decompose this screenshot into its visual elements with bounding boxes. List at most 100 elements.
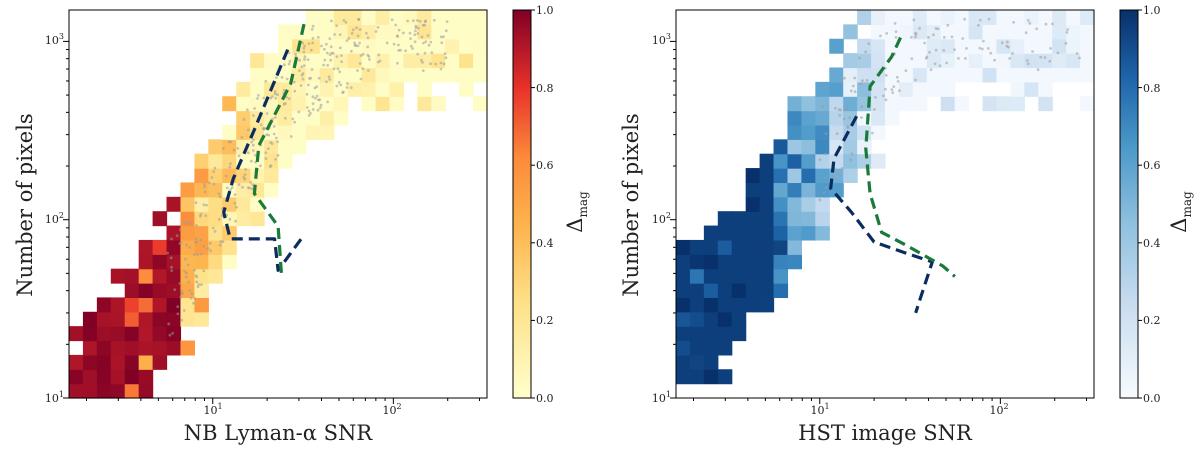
- scatter-point: [325, 80, 328, 84]
- heatmap-cell: [417, 38, 432, 54]
- scatter-point: [853, 76, 857, 80]
- scatter-point: [265, 112, 269, 115]
- scatter-point: [300, 65, 304, 69]
- scatter-point: [217, 217, 221, 221]
- heatmap-cell: [954, 38, 970, 54]
- scatter-point: [864, 50, 868, 54]
- heatmap-cell: [445, 53, 460, 69]
- scatter-point: [266, 147, 270, 151]
- scatter-point: [293, 89, 297, 93]
- scatter-point: [439, 61, 443, 65]
- heatmap-cell: [745, 239, 761, 255]
- heatmap-cell: [152, 268, 168, 284]
- heatmap-cell: [759, 196, 775, 212]
- scatter-point: [359, 54, 363, 57]
- scatter-point: [357, 17, 361, 21]
- scatter-point: [871, 131, 874, 135]
- heatmap-cell: [926, 38, 942, 54]
- scatter-point: [367, 69, 370, 72]
- scatter-point: [397, 28, 401, 32]
- heatmap-cell: [278, 38, 293, 54]
- scatter-point: [208, 241, 212, 245]
- heatmap-cell: [152, 354, 168, 370]
- heatmap-cell: [871, 153, 886, 169]
- scatter-point: [986, 47, 990, 50]
- scatter-point: [178, 242, 182, 245]
- heatmap-cell: [731, 225, 747, 241]
- heatmap-cell: [473, 96, 488, 112]
- scatter-point: [338, 70, 342, 74]
- scatter-point: [896, 80, 900, 83]
- heatmap-cell: [1010, 81, 1025, 97]
- scatter-point: [884, 73, 888, 77]
- heatmap-cell: [703, 311, 719, 327]
- scatter-point: [207, 181, 211, 185]
- heatmap-cell: [676, 311, 691, 327]
- heatmap-cell: [787, 211, 802, 227]
- scatter-point: [416, 52, 420, 56]
- scatter-point: [202, 203, 206, 207]
- scatter-point: [434, 62, 438, 66]
- scatter-point: [282, 88, 286, 92]
- heatmap-cell: [717, 225, 733, 241]
- scatter-point: [356, 69, 359, 72]
- scatter-point: [250, 187, 254, 191]
- scatter-point: [345, 86, 349, 89]
- scatter-point: [978, 46, 982, 50]
- heatmap-cell: [459, 38, 474, 54]
- scatter-point: [423, 23, 426, 27]
- heatmap-cell: [689, 340, 705, 356]
- colorbar-gradient: [1119, 9, 1139, 399]
- scatter-point: [376, 26, 380, 29]
- heatmap-cell: [954, 24, 970, 40]
- scatter-point: [432, 18, 436, 22]
- heatmap-cell: [815, 182, 830, 198]
- scatter-point: [927, 36, 930, 39]
- heatmap-cell: [194, 182, 209, 198]
- heatmap-cell: [759, 225, 775, 241]
- heatmap-cell: [801, 124, 816, 140]
- heatmap-cell: [278, 24, 293, 40]
- scatter-point: [824, 152, 827, 156]
- scatter-point: [320, 44, 323, 48]
- heatmap-cell: [389, 96, 404, 112]
- scatter-point: [310, 68, 314, 71]
- heatmap-cell: [871, 81, 886, 97]
- scatter-point: [194, 274, 198, 277]
- scatter-point: [326, 100, 329, 104]
- heatmap-cell: [138, 311, 154, 327]
- heatmap-cell: [1024, 10, 1039, 25]
- scatter-point: [178, 282, 182, 285]
- scatter-point: [257, 94, 260, 97]
- scatter-point: [421, 69, 425, 72]
- heatmap-cell: [208, 196, 223, 212]
- heatmap-cell: [347, 10, 363, 25]
- scatter-point: [288, 59, 292, 63]
- heatmap-cell: [124, 354, 140, 370]
- heatmap-cell: [968, 53, 984, 69]
- heatmap-cell: [473, 24, 488, 40]
- heatmap-cell: [445, 24, 460, 40]
- scatter-point: [1056, 51, 1060, 55]
- heatmap-cell: [180, 311, 195, 327]
- heatmap-cell: [759, 283, 775, 299]
- scatter-point: [824, 186, 828, 189]
- heatmap-cell: [871, 53, 886, 69]
- scatter-point: [194, 241, 198, 244]
- heatmap-cell: [689, 369, 705, 385]
- heatmap-cell: [801, 196, 816, 212]
- scatter-point: [961, 37, 965, 40]
- heatmap-cell: [898, 10, 914, 25]
- heatmap-cell: [208, 211, 223, 227]
- scatter-point: [311, 24, 315, 28]
- scatter-point: [346, 82, 349, 85]
- y-axis-label: Number of pixels: [13, 113, 37, 296]
- scatter-point: [242, 118, 246, 121]
- scatter-point: [292, 80, 296, 84]
- scatter-point: [851, 84, 855, 88]
- x-axis-label: NB Lyman-α SNR: [184, 421, 374, 445]
- scatter-point: [294, 52, 297, 56]
- scatter-point: [302, 64, 306, 67]
- heatmap-cell: [773, 139, 789, 155]
